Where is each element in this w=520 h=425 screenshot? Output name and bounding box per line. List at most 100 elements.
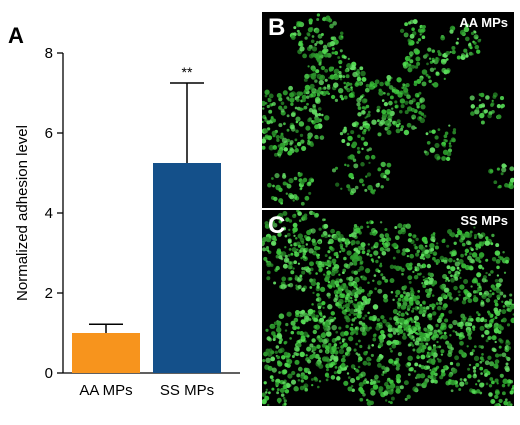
ss-mps-cell xyxy=(355,368,359,372)
aa-mps-cell xyxy=(473,34,479,40)
aa-mps-cell xyxy=(406,122,412,128)
ss-mps-cell xyxy=(481,267,485,270)
ss-mps-cell xyxy=(267,351,273,357)
aa-mps-cell xyxy=(509,177,514,183)
aa-mps-cell xyxy=(339,49,343,53)
ss-mps-cell xyxy=(494,353,500,358)
ss-mps-cell xyxy=(276,397,282,403)
ss-mps-cell xyxy=(436,340,439,344)
ss-mps-cell xyxy=(508,298,513,303)
ss-mps-cell xyxy=(367,346,371,350)
aa-mps-cell xyxy=(275,135,280,139)
ss-mps-cell xyxy=(382,293,388,299)
ss-mps-cell xyxy=(362,360,368,366)
aa-mps-cell xyxy=(352,158,357,163)
ss-mps-cell xyxy=(454,330,458,334)
ss-mps-cell xyxy=(296,331,301,335)
ss-mps-cell xyxy=(424,241,428,245)
aa-mps-cell xyxy=(434,142,440,148)
ss-mps-cell xyxy=(377,363,382,368)
aa-mps-cell xyxy=(344,68,349,73)
aa-mps-cell xyxy=(480,103,486,108)
ss-mps-cell xyxy=(345,324,349,329)
aa-mps-cell xyxy=(426,140,431,145)
aa-mps-cell xyxy=(435,71,440,75)
aa-mps-cell xyxy=(298,91,304,96)
aa-mps-cell xyxy=(443,134,448,139)
ss-mps-cell xyxy=(374,242,379,247)
ss-mps-cell xyxy=(284,402,287,406)
ss-mps-cell xyxy=(409,253,415,259)
ss-mps-cell xyxy=(421,313,426,317)
ss-mps-cell xyxy=(354,285,357,289)
ss-mps-cell xyxy=(371,343,375,347)
aa-mps-cell xyxy=(319,90,324,95)
ss-mps-cell xyxy=(309,354,314,360)
ss-mps-cell xyxy=(334,366,338,369)
aa-mps-cell xyxy=(339,94,344,99)
ss-mps-cell xyxy=(279,347,285,353)
aa-mps-cell xyxy=(343,95,348,100)
ss-mps-cell xyxy=(376,280,382,286)
aa-mps-cell xyxy=(354,82,360,87)
ss-mps-cell xyxy=(266,261,272,268)
ss-mps-cell xyxy=(276,391,280,395)
ss-mps-cell xyxy=(479,391,483,395)
ss-mps-cell xyxy=(494,302,499,307)
aa-mps-cell xyxy=(264,89,270,95)
aa-mps-cell xyxy=(479,92,485,98)
ss-mps-cell xyxy=(291,370,296,376)
ss-mps-cell xyxy=(333,235,339,241)
ss-mps-cell xyxy=(450,266,456,272)
aa-mps-cell xyxy=(416,41,419,44)
aa-mps-cell xyxy=(322,44,328,50)
ss-mps-cell xyxy=(372,304,379,310)
ss-mps-cell xyxy=(351,388,355,392)
ss-mps-cell xyxy=(428,248,433,252)
aa-mps-cell xyxy=(393,89,400,95)
aa-mps-cell xyxy=(314,124,320,130)
aa-mps-cell xyxy=(381,109,387,115)
ss-mps-cell xyxy=(496,294,501,299)
aa-mps-cell xyxy=(421,69,428,75)
aa-mps-cell xyxy=(301,98,306,103)
aa-mps-cell xyxy=(321,113,324,117)
aa-mps-cell xyxy=(448,142,452,145)
aa-mps-cell xyxy=(378,88,382,92)
ss-mps-cell xyxy=(458,293,461,297)
ss-mps-cell xyxy=(484,373,488,377)
ss-mps-cell xyxy=(337,287,342,292)
aa-mps-cell xyxy=(262,100,266,107)
ss-mps-cell xyxy=(372,384,379,390)
ss-mps-cell xyxy=(479,366,484,371)
ss-mps-cell xyxy=(455,233,459,238)
ss-mps-cell xyxy=(282,263,288,269)
ss-mps-cell xyxy=(309,261,314,267)
ss-mps-cell xyxy=(316,296,322,303)
aa-mps-cell xyxy=(508,183,514,190)
ss-mps-cell xyxy=(318,268,323,273)
ss-mps-cell xyxy=(278,323,282,326)
ss-mps-cell xyxy=(420,348,425,353)
ss-mps-cell xyxy=(353,313,356,317)
aa-mps-cell xyxy=(445,69,450,74)
ss-mps-cell xyxy=(432,375,437,380)
ss-mps-cell xyxy=(300,379,304,383)
ss-mps-cell xyxy=(341,288,344,292)
ss-mps-cell xyxy=(352,262,356,266)
ss-mps-cell xyxy=(281,276,287,282)
ss-mps-cell xyxy=(314,353,320,359)
y-tick-label: 8 xyxy=(45,45,53,62)
ss-mps-cell xyxy=(293,326,297,330)
ss-mps-cell xyxy=(462,353,467,358)
aa-mps-cell xyxy=(325,18,329,22)
ss-mps-cell xyxy=(330,354,336,360)
ss-mps-cell xyxy=(313,351,316,355)
ss-mps-cell xyxy=(326,259,330,263)
aa-mps-cell xyxy=(348,172,354,179)
aa-mps-cell xyxy=(371,86,375,90)
ss-mps-cell xyxy=(307,371,312,375)
ss-mps-cell xyxy=(360,242,366,248)
aa-mps-cell xyxy=(339,65,342,69)
ss-mps-cell xyxy=(398,314,401,317)
